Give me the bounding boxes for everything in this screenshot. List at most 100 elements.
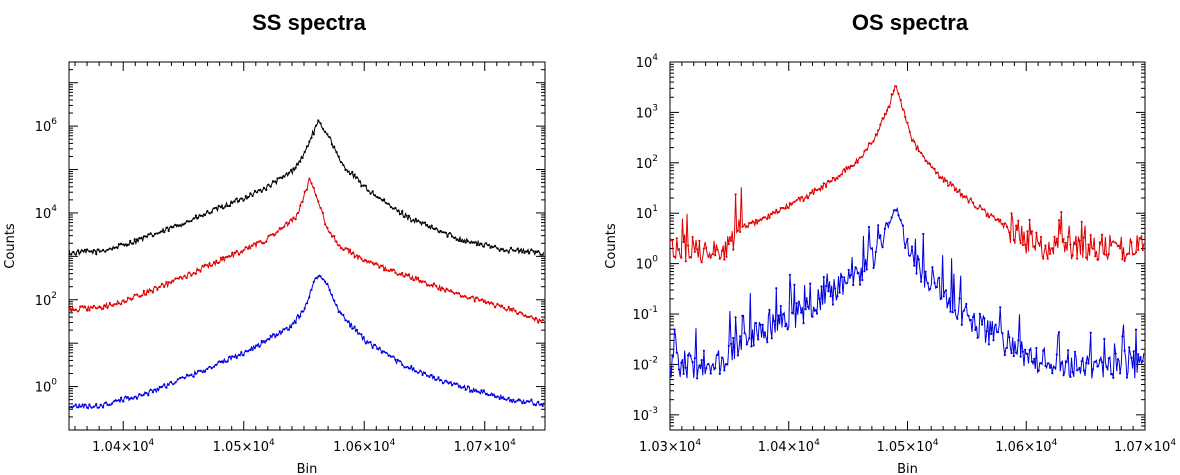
data-point bbox=[754, 321, 758, 325]
data-point bbox=[996, 218, 1000, 221]
data-point bbox=[725, 255, 728, 258]
data-point bbox=[324, 223, 327, 226]
data-point bbox=[226, 360, 229, 363]
data-point bbox=[933, 167, 936, 170]
data-point bbox=[836, 295, 839, 298]
data-point bbox=[475, 243, 479, 247]
data-point bbox=[1107, 357, 1110, 360]
data-point bbox=[1026, 352, 1029, 355]
data-point bbox=[453, 382, 456, 385]
data-point bbox=[222, 207, 225, 210]
data-point bbox=[290, 326, 293, 329]
series-0 bbox=[69, 119, 545, 256]
data-point bbox=[1080, 360, 1083, 363]
data-point bbox=[387, 354, 390, 357]
data-point bbox=[421, 221, 424, 224]
data-point bbox=[863, 270, 866, 273]
data-point bbox=[1057, 331, 1061, 334]
data-point bbox=[1128, 252, 1131, 255]
data-point bbox=[74, 403, 77, 406]
data-point bbox=[534, 316, 538, 320]
data-point bbox=[804, 196, 807, 199]
data-point bbox=[74, 308, 77, 311]
data-point bbox=[133, 293, 136, 296]
data-point bbox=[858, 283, 862, 286]
data-point bbox=[498, 397, 501, 400]
data-point bbox=[485, 393, 488, 396]
data-point bbox=[335, 240, 338, 243]
data-point bbox=[534, 404, 538, 407]
data-point bbox=[394, 206, 397, 210]
data-point bbox=[451, 290, 454, 293]
data-point bbox=[197, 269, 200, 272]
data-point bbox=[822, 276, 825, 279]
data-point bbox=[122, 299, 125, 302]
data-point bbox=[392, 268, 395, 271]
data-point bbox=[696, 248, 699, 251]
data-point bbox=[412, 218, 415, 222]
data-point bbox=[249, 192, 252, 195]
data-point bbox=[505, 309, 508, 312]
data-point bbox=[432, 227, 435, 230]
data-point bbox=[219, 360, 222, 364]
data-point bbox=[951, 183, 954, 186]
data-point bbox=[190, 274, 193, 277]
data-point bbox=[942, 295, 945, 298]
data-point bbox=[782, 313, 785, 316]
data-point bbox=[290, 218, 293, 221]
data-point bbox=[145, 392, 148, 395]
data-point bbox=[335, 151, 338, 154]
data-point bbox=[1028, 348, 1031, 352]
data-point bbox=[199, 214, 202, 217]
data-point bbox=[999, 306, 1002, 309]
data-point bbox=[1060, 362, 1063, 365]
data-point bbox=[328, 289, 331, 292]
data-point bbox=[1071, 254, 1074, 257]
data-point bbox=[174, 277, 177, 280]
data-point bbox=[1116, 358, 1119, 361]
data-point bbox=[897, 214, 900, 217]
data-point bbox=[446, 288, 449, 291]
data-point bbox=[83, 305, 86, 308]
data-point bbox=[852, 164, 855, 167]
data-point bbox=[151, 235, 154, 238]
data-point bbox=[285, 326, 288, 329]
data-point bbox=[1103, 337, 1106, 340]
series-2 bbox=[69, 274, 545, 410]
data-point bbox=[378, 196, 381, 199]
data-point bbox=[165, 386, 168, 389]
data-point bbox=[1055, 237, 1058, 240]
data-point bbox=[500, 397, 503, 400]
data-point bbox=[944, 289, 948, 292]
data-point bbox=[383, 350, 386, 353]
data-point bbox=[312, 280, 315, 283]
data-point bbox=[471, 295, 474, 298]
data-point bbox=[802, 322, 805, 325]
data-point bbox=[1039, 235, 1043, 239]
data-point bbox=[739, 335, 742, 338]
data-point bbox=[766, 341, 769, 344]
data-point bbox=[371, 261, 374, 265]
data-point bbox=[537, 250, 540, 253]
data-point bbox=[303, 307, 306, 310]
data-point bbox=[723, 258, 726, 261]
data-point bbox=[260, 241, 263, 244]
data-point bbox=[163, 383, 166, 386]
data-point bbox=[480, 298, 483, 301]
data-point bbox=[487, 394, 490, 397]
data-point bbox=[473, 389, 476, 392]
data-point bbox=[247, 350, 250, 353]
data-point bbox=[380, 198, 383, 201]
data-point bbox=[534, 250, 538, 253]
data-point bbox=[79, 405, 82, 408]
data-point bbox=[124, 300, 127, 303]
data-point bbox=[328, 231, 331, 234]
data-point bbox=[281, 176, 284, 180]
data-point bbox=[867, 142, 871, 145]
data-point bbox=[158, 385, 161, 388]
data-point bbox=[140, 394, 143, 397]
data-point bbox=[194, 372, 197, 375]
data-point bbox=[95, 252, 98, 256]
data-point bbox=[475, 390, 479, 393]
data-point bbox=[435, 284, 438, 288]
